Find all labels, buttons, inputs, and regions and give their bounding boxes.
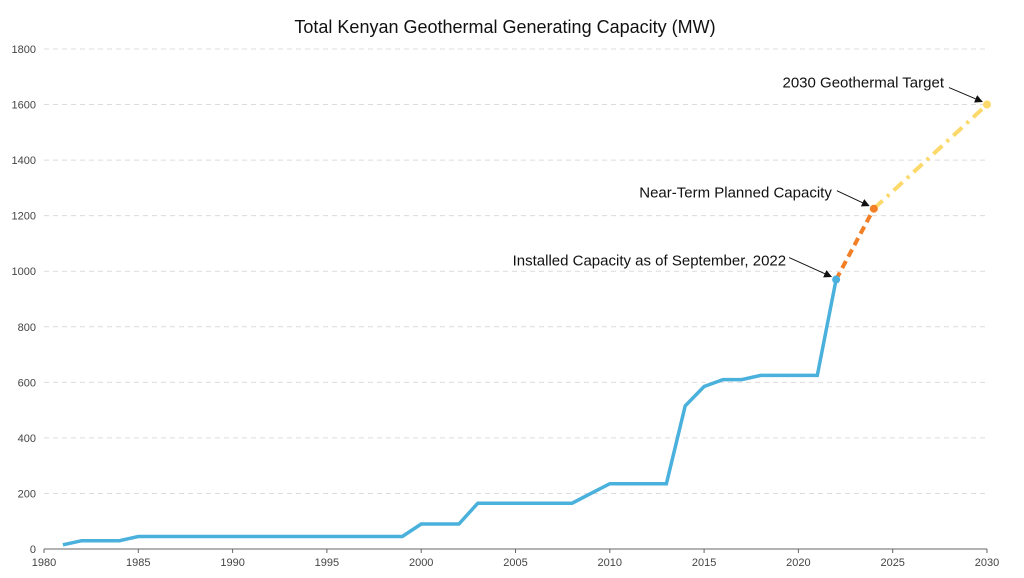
x-tick-label: 2005 <box>503 557 527 569</box>
y-tick-label: 1000 <box>12 266 36 278</box>
y-tick-label: 1800 <box>12 44 36 56</box>
series-line-installed <box>62 279 838 547</box>
y-tick-label: 400 <box>18 433 36 445</box>
x-tick-label: 2015 <box>692 557 716 569</box>
y-tick-label: 200 <box>18 488 36 500</box>
x-tick-label: 1985 <box>126 557 150 569</box>
x-tick-label: 1995 <box>315 557 339 569</box>
annotation-label-planned: Near-Term Planned Capacity <box>639 185 832 202</box>
x-tick-label: 1990 <box>220 557 244 569</box>
annotation-arrow-installed <box>788 257 833 278</box>
x-tick-label: 2010 <box>598 557 622 569</box>
chart-title: Total Kenyan Geothermal Generating Capac… <box>294 17 715 37</box>
y-tick-label: 0 <box>30 544 36 556</box>
y-tick-label: 600 <box>18 377 36 389</box>
series-line-target <box>872 103 989 211</box>
annotations: Installed Capacity as of September, 2022… <box>513 75 991 284</box>
x-tick-label: 2030 <box>975 557 999 569</box>
annotation-label-target: 2030 Geothermal Target <box>783 75 945 92</box>
y-tick-label: 1400 <box>12 155 36 167</box>
x-tick-label: 1980 <box>32 557 56 569</box>
x-tick-label: 2020 <box>786 557 810 569</box>
annotation-label-installed: Installed Capacity as of September, 2022 <box>513 253 787 270</box>
point-marker-target <box>983 100 991 109</box>
series-line-planned <box>834 207 876 281</box>
grid <box>44 48 987 494</box>
y-tick-label: 1200 <box>12 211 36 223</box>
annotation-arrow-target <box>948 87 983 103</box>
x-tick-label: 2000 <box>409 557 433 569</box>
y-tick-label: 1600 <box>12 100 36 112</box>
axes: 0 200 400 600 800 1000 1200 1400 1600 1800 1980 198… <box>12 44 1000 569</box>
y-tick-label: 800 <box>18 322 36 334</box>
point-marker-installed <box>832 275 841 284</box>
series <box>62 103 989 547</box>
annotation-arrow-planned <box>836 190 870 207</box>
point-marker-planned <box>869 204 878 213</box>
x-tick-label: 2025 <box>880 557 904 569</box>
